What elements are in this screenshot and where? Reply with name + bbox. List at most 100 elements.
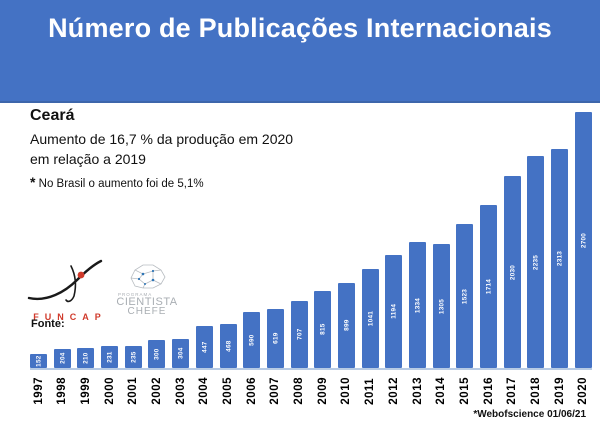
asterisk: *: [30, 174, 36, 190]
chart-bar-2015: 1523: [456, 224, 474, 368]
x-axis-year-label: 2001: [127, 377, 140, 405]
x-axis-year-1999: 1999: [77, 372, 94, 410]
bar-value-label: 152: [34, 355, 43, 367]
x-axis-year-2020: 2020: [575, 372, 592, 410]
x-axis-year-2011: 2011: [362, 372, 379, 410]
bar-value-label: 590: [248, 334, 256, 346]
x-axis-year-label: 2009: [316, 377, 329, 405]
chart-bar-2016: 1714: [480, 205, 498, 368]
x-axis-year-label: 2003: [174, 377, 187, 405]
x-axis-year-label: 1997: [32, 377, 45, 405]
x-axis-year-2012: 2012: [385, 372, 402, 410]
info-line-1: Aumento de 16,7 % da produção em 2020: [30, 131, 294, 147]
chart-bar-2017: 2030: [503, 176, 521, 368]
x-axis-year-2006: 2006: [243, 372, 260, 410]
bar-value-label: 1194: [390, 304, 398, 319]
x-axis-year-2000: 2000: [101, 372, 118, 410]
funcap-swoosh-icon: [27, 259, 103, 303]
bar-value-label: 1041: [366, 310, 374, 327]
chart-bar-2019: 2313: [551, 149, 569, 368]
x-axis-year-2001: 2001: [125, 372, 142, 410]
bar-value-label: 1714: [484, 278, 493, 295]
info-line-2: em relação a 2019: [30, 151, 146, 167]
bar-value-label: 2030: [508, 264, 516, 280]
header-banner: Número de Publicações Internacionais: [0, 0, 600, 103]
chart-bar-2020: 2700: [574, 112, 592, 368]
chart-bar-2006: 590: [243, 312, 261, 368]
bar-value-label: 231: [105, 351, 114, 363]
x-axis-year-label: 2018: [529, 377, 542, 405]
x-axis-year-2008: 2008: [291, 372, 308, 410]
x-axis-year-2004: 2004: [196, 372, 213, 410]
chart-bar-2000: 231: [101, 346, 119, 368]
chart-bar-2001: 235: [124, 346, 142, 368]
footnote: *Webofscience 01/06/21: [473, 409, 586, 420]
bar-value-label: 2235: [532, 254, 540, 270]
bar-value-label: 619: [271, 332, 279, 345]
bar-value-label: 2700: [579, 232, 587, 248]
x-axis-year-2002: 2002: [148, 372, 165, 410]
source-label: Fonte:: [31, 318, 65, 330]
chart-bar-2004: 447: [195, 326, 213, 368]
bar-value-label: 815: [319, 323, 327, 336]
chart-bar-2011: 1041: [361, 269, 379, 368]
x-axis-year-label: 2013: [411, 377, 424, 405]
bar-value-label: 1523: [461, 288, 469, 304]
bar-value-label: 304: [177, 347, 185, 360]
logos: FUNCAP PROGRAMA CIENTISTA CHEFE: [24, 258, 180, 322]
x-axis-year-2018: 2018: [527, 372, 544, 410]
x-axis-year-label: 2002: [150, 377, 163, 405]
x-axis-year-2003: 2003: [172, 372, 189, 410]
program-label: PROGRAMA: [118, 292, 153, 297]
region-title: Ceará: [30, 107, 75, 124]
x-axis-year-label: 2020: [577, 377, 590, 405]
x-axis-year-2015: 2015: [456, 372, 473, 410]
x-axis-year-2013: 2013: [409, 372, 426, 410]
x-axis-year-label: 2006: [245, 377, 258, 405]
x-axis-year-label: 2004: [198, 377, 211, 405]
chart-bar-2013: 1334: [409, 242, 426, 368]
x-axis-year-label: 2008: [293, 377, 306, 405]
x-axis-year-1998: 1998: [54, 372, 71, 410]
x-axis-year-label: 2005: [222, 377, 234, 405]
cientista-chefe-logo: PROGRAMA CIENTISTA CHEFE: [114, 262, 180, 317]
chart-bar-2018: 2235: [527, 156, 545, 368]
bar-value-label: 899: [342, 319, 351, 332]
bar-value-label: 300: [153, 348, 161, 360]
x-axis-year-2017: 2017: [504, 372, 521, 410]
x-axis-year-2010: 2010: [338, 372, 355, 410]
x-axis-year-label: 2010: [340, 377, 353, 405]
x-axis-year-label: 2011: [364, 377, 377, 405]
x-axis-year-1997: 1997: [30, 372, 47, 410]
bar-value-label: 468: [224, 340, 232, 352]
x-axis-year-2016: 2016: [480, 372, 497, 410]
funcap-wordmark: FUNCAP: [33, 312, 107, 322]
page-title: Número de Publicações Internacionais: [48, 13, 552, 43]
chart-bar-2014: 1305: [432, 244, 450, 368]
x-axis-year-label: 2015: [458, 377, 471, 405]
x-axis-year-label: 2007: [269, 377, 282, 405]
chart-bar-2010: 899: [337, 283, 355, 368]
chart-bar-2005: 468: [219, 324, 237, 368]
x-axis-year-label: 2000: [103, 377, 116, 405]
chart-bar-1999: 210: [77, 348, 95, 368]
chart-bar-1998: 204: [53, 349, 71, 368]
info-block: Ceará Aumento de 16,7 % da produção em 2…: [30, 107, 293, 190]
info-footnote: * No Brasil o aumento foi de 5,1%: [30, 174, 293, 190]
bar-value-label: 447: [200, 341, 208, 353]
chefe-label: CHEFE: [127, 306, 167, 317]
x-axis-year-2007: 2007: [267, 372, 284, 410]
chart-bar-2012: 1194: [385, 255, 403, 368]
x-axis-year-label: 2016: [482, 377, 495, 405]
bar-value-label: 1334: [413, 297, 422, 313]
bar-value-label: 204: [58, 352, 66, 365]
cientista-label: CIENTISTA: [116, 296, 178, 308]
info-footnote-text: No Brasil o aumento foi de 5,1%: [38, 178, 204, 190]
x-axis-year-label: 2012: [387, 377, 400, 405]
chart-bar-2003: 304: [172, 339, 190, 368]
x-axis-year-2005: 2005: [220, 372, 237, 410]
chart-bar-2009: 815: [314, 291, 332, 368]
bar-chart-plot: 152 204 210 231 235 300 304 447 468 590 619 707 815 8…: [30, 112, 592, 370]
x-axis-year-2019: 2019: [551, 372, 568, 410]
